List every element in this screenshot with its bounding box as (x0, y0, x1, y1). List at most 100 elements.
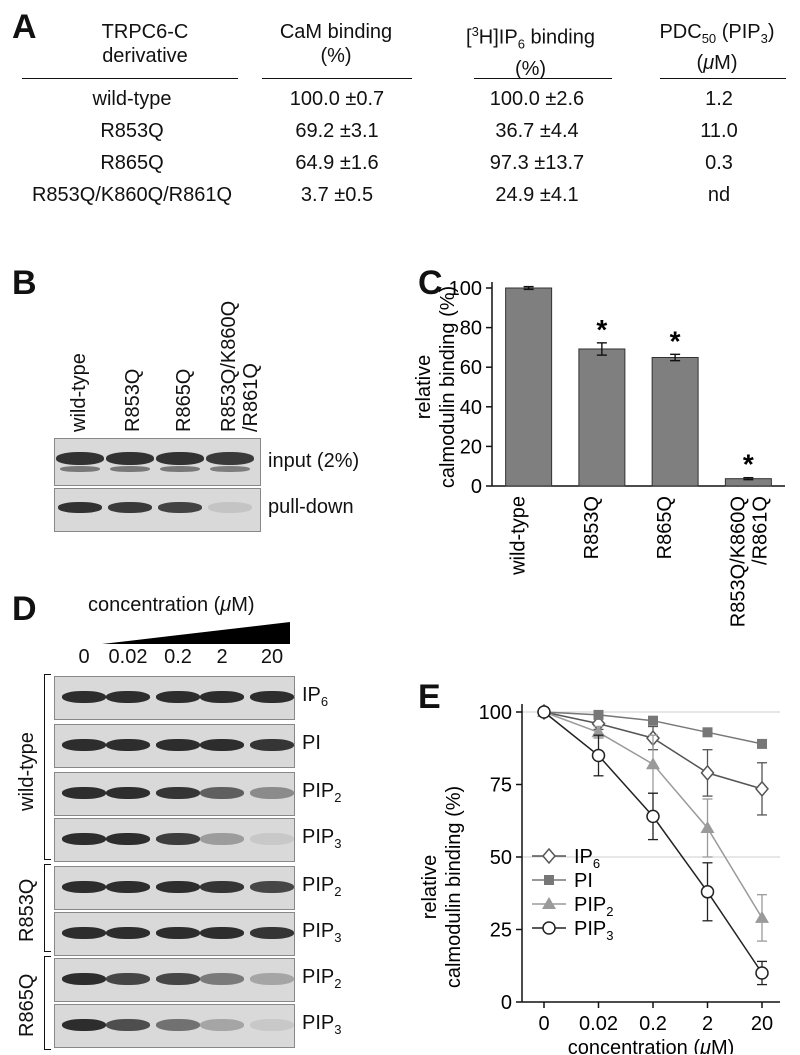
panel-e-letter: E (418, 678, 441, 716)
marker (700, 764, 715, 782)
lane-label: 0 (78, 646, 90, 668)
marker (700, 821, 715, 833)
marker (537, 705, 551, 719)
group-bracket (44, 956, 51, 1050)
blot-row-label: IP6 (302, 684, 329, 709)
bar (505, 287, 553, 487)
blot-band (62, 1019, 106, 1031)
lane-label: 2 (216, 646, 228, 668)
blot-band (200, 973, 244, 985)
x-tick-label: 0.2 (639, 1013, 667, 1035)
lane-label-r865q: R865Q (173, 368, 195, 432)
blot-band (210, 466, 250, 472)
lane-label-triple-line1: R853Q/K860Q (218, 300, 240, 432)
group-bracket (44, 674, 51, 860)
panel-c-letter: C (418, 264, 443, 302)
bar-chart-calmodulin-binding: 0 20 40 60 80 100 wild-type * R853Q * R865Q * R853Q/… (413, 278, 785, 627)
blot-band (62, 833, 106, 845)
blot-band (200, 739, 244, 751)
marker (648, 715, 658, 726)
table-header-derivative: TRPC6-C derivative (101, 21, 189, 67)
blot-row-label: PI (302, 732, 321, 754)
table-cell: 69.2 ±3.1 (295, 120, 379, 142)
blot-band (106, 787, 150, 799)
y-tick-label: 100 (449, 278, 482, 300)
blot-band (156, 927, 200, 939)
panel-a-letter: A (12, 8, 37, 46)
lane-label: 20 (260, 646, 284, 668)
group-bracket (44, 864, 51, 952)
bar (651, 356, 699, 487)
blot-band (60, 466, 100, 472)
x-axis-label: concentration (μM) (568, 1037, 735, 1054)
blot-row-label: PIP2 (302, 966, 342, 991)
blot-band (58, 502, 102, 513)
blot-band (200, 691, 244, 703)
blot-band (156, 881, 200, 893)
blot-label-pull-down: pull-down (268, 496, 354, 518)
y-axis-label: relative (419, 855, 441, 919)
blot-band (156, 452, 204, 465)
table-rule-4 (660, 78, 786, 79)
marker (542, 847, 556, 865)
blot-band (106, 973, 150, 985)
marker (757, 738, 767, 749)
table-cell: 100.0 ±2.6 (489, 88, 585, 110)
blot-band (200, 881, 244, 893)
blot-band (250, 881, 294, 893)
blot-band (250, 1019, 294, 1031)
blot-band (156, 691, 200, 703)
blot-band (200, 833, 244, 845)
lane-label-wild-type: wild-type (68, 353, 90, 432)
legend-label: PIP2 (574, 894, 613, 919)
table-cell: nd (707, 184, 731, 206)
blot-band (62, 787, 106, 799)
y-tick-label: 60 (460, 357, 482, 379)
marker (591, 748, 606, 763)
panel-b-letter: B (12, 264, 37, 302)
blot-band (156, 833, 200, 845)
x-tick-label: R853Q/K860Q (727, 496, 749, 627)
group-label: R853Q (16, 878, 38, 942)
marker (646, 757, 660, 770)
table-cell: R853Q/K860Q/R861Q (31, 184, 233, 206)
x-tick-label: /R861Q (749, 496, 771, 565)
blot-band (250, 973, 294, 985)
blot-band (62, 973, 106, 985)
table-cell: 0.3 (705, 152, 733, 174)
blot-row-label: PIP3 (302, 920, 342, 945)
table-header-ip6-binding: [3H]IP6 binding (%) (466, 24, 595, 80)
table-rule-3 (474, 78, 612, 79)
blot-band (106, 739, 150, 751)
blot-band (200, 1019, 244, 1031)
table-cell: R865Q (100, 152, 164, 174)
y-tick-label: 75 (490, 775, 512, 797)
x-tick-label: R853Q (581, 496, 603, 559)
concentration-header: concentration (μM) (88, 594, 255, 616)
series (537, 705, 769, 986)
marker (544, 875, 554, 885)
x-tick-label: 2 (702, 1013, 713, 1035)
y-axis-label: relative (413, 355, 435, 419)
blot-row-label: PIP3 (302, 1012, 342, 1037)
significance-mark: * (596, 314, 607, 345)
blot-band (62, 881, 106, 893)
table-cell: 97.3 ±13.7 (489, 152, 585, 174)
blot-band (62, 927, 106, 939)
blot-band (208, 502, 252, 513)
bar (578, 348, 626, 487)
table-rule-1 (22, 78, 238, 79)
table-rule-2 (262, 78, 412, 79)
y-tick-label: 50 (490, 847, 512, 869)
table-header-cam-binding: CaM binding (%) (279, 21, 393, 67)
blot-band (62, 739, 106, 751)
marker (700, 885, 715, 899)
concentration-ramp (102, 622, 290, 644)
blot-band (158, 502, 202, 513)
marker (593, 709, 604, 720)
table-cell: 24.9 ±4.1 (495, 184, 579, 206)
blot-band (56, 452, 104, 465)
marker (755, 966, 769, 980)
table-cell: wild-type (92, 88, 172, 110)
